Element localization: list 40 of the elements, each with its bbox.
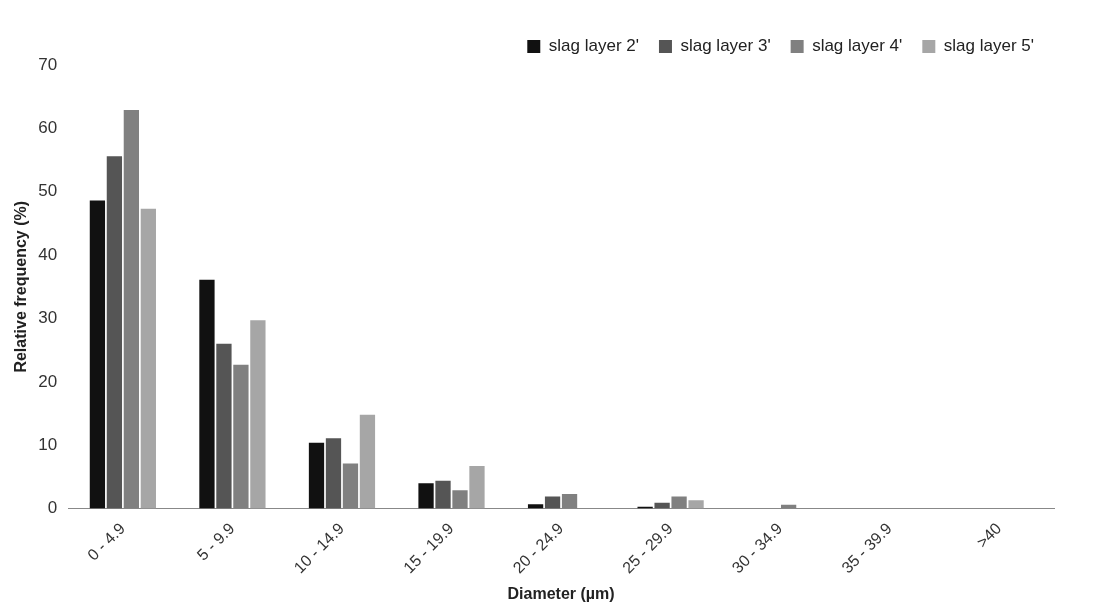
bar [325,438,342,509]
y-tick-label: 0 [47,498,58,518]
bar [544,496,561,509]
bar [342,463,359,509]
bar [359,414,376,509]
x-axis-title: Diameter (µm) [507,584,615,602]
bar [561,493,578,509]
y-axis-title: Relative frequency (%) [12,200,30,373]
legend-label: slag layer 4' [812,36,903,56]
legend-label: slag layer 3' [680,36,771,56]
x-tick-label: 35 - 39.9 [838,519,895,577]
y-tick-label: 50 [38,181,58,201]
y-tick-label: 30 [38,308,58,328]
x-tick-label: 5 - 9.9 [193,519,238,564]
bar [671,496,687,509]
bar [418,483,434,509]
y-tick-label: 60 [38,118,58,138]
bar [123,109,140,509]
bar [688,500,704,509]
y-tick-label: 70 [38,54,58,74]
y-tick-label: 20 [38,371,58,391]
bar [654,502,670,509]
x-tick-label: 30 - 34.9 [728,519,786,577]
bar [435,480,451,509]
bar [216,343,232,509]
legend-label: slag layer 5' [943,36,1035,56]
bar [452,490,468,509]
x-tick-label: >40 [973,519,1005,551]
bar [469,466,485,509]
x-tick-label: 0 - 4.9 [84,519,129,564]
bar [106,156,123,509]
bar [250,320,266,509]
legend-label: slag layer 2' [548,36,639,56]
bar [140,208,156,509]
bar [89,200,106,509]
y-tick-label: 40 [38,244,58,264]
bar [233,364,249,509]
bar [308,442,325,509]
bar [199,279,215,509]
y-tick-label: 10 [38,434,58,454]
